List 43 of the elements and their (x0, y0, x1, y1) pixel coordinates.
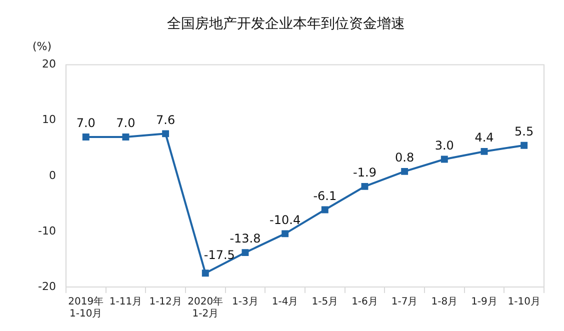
y-tick-label: 20 (42, 58, 56, 71)
point (82, 134, 90, 140)
x-tick-label: 1-7月 (391, 296, 418, 308)
x-tick-label: 2020年 1-2月 (188, 296, 224, 320)
data-label: 7.6 (156, 112, 176, 127)
y-tick-label: -10 (38, 224, 56, 238)
x-tick-label: 1-4月 (272, 296, 298, 308)
data-label: 4.4 (474, 130, 494, 145)
x-tick-label: 1-6月 (352, 296, 378, 308)
x-tick-label: 1-9月 (471, 296, 498, 308)
point (361, 182, 368, 190)
x-tick-label: 1-11月 (109, 296, 142, 308)
point (440, 156, 448, 163)
y-axis-title: (%) (32, 40, 52, 54)
data-label: 7.0 (116, 116, 136, 130)
x-tick-label: 2019年 1-10月 (68, 296, 104, 320)
data-label: 0.8 (395, 150, 414, 165)
point (321, 206, 328, 214)
x-tick-label: 1-12月 (149, 296, 182, 308)
point (401, 168, 408, 175)
point (520, 142, 528, 149)
x-tick-label: 1-8月 (431, 296, 458, 308)
point (242, 249, 249, 256)
data-label: 5.5 (514, 124, 534, 138)
x-tick-label: 1-5月 (312, 296, 338, 308)
point (202, 270, 209, 277)
point (162, 130, 170, 138)
x-tick-label: 1-3月 (232, 296, 258, 308)
x-tick-label: 1-10月 (508, 296, 540, 308)
data-label: -6.1 (313, 188, 337, 203)
chart-title: 全国房地产开发企业本年到位资金增速 (167, 16, 405, 32)
data-label: -10.4 (270, 212, 301, 227)
point (480, 148, 488, 155)
data-label: -17.5 (204, 248, 235, 262)
point (282, 230, 289, 238)
data-label: 3.0 (434, 138, 454, 152)
data-label: 7.0 (76, 116, 96, 130)
data-label: -13.8 (230, 232, 261, 246)
y-tick-label: 0 (48, 168, 56, 182)
data-label: -1.9 (353, 166, 376, 180)
y-tick-label: -20 (38, 280, 56, 293)
point (122, 134, 130, 140)
y-tick-label: 10 (42, 113, 56, 126)
